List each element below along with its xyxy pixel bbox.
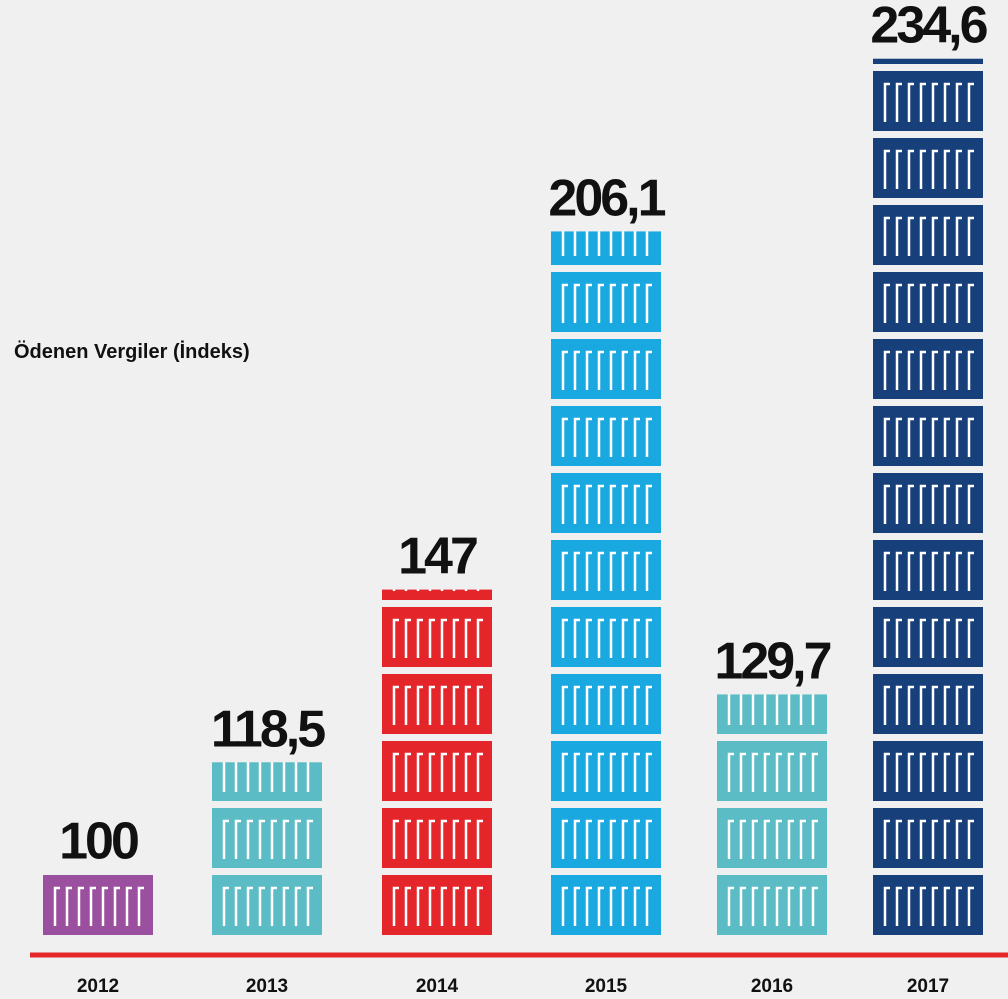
bar [212,762,322,935]
bar [43,874,153,935]
value-label: 129,7 [714,632,830,690]
x-tick-label: 2013 [246,976,288,997]
x-tick-label: 2017 [907,976,949,997]
x-tick-label: 2014 [416,976,459,997]
bar [873,58,983,935]
bar [717,694,827,935]
value-label: 206,1 [548,169,665,227]
bar [382,589,492,935]
value-label: 147 [398,528,477,586]
x-tick-label: 2016 [751,976,793,997]
x-tick-label: 2012 [77,976,119,997]
value-label: 100 [59,812,138,870]
value-label: 118,5 [211,700,325,758]
x-tick-label: 2015 [585,976,628,997]
bar [551,231,661,935]
value-label: 234,6 [870,0,987,55]
chart-title: Ödenen Vergiler (İndeks) [14,340,250,363]
